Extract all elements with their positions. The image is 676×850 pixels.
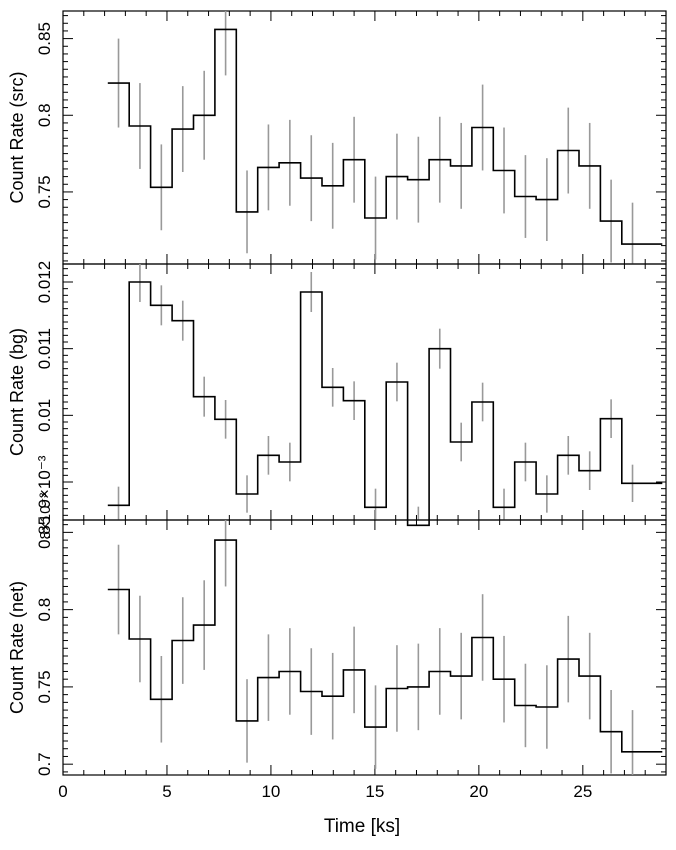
x-axis-label: Time [ks] (324, 816, 400, 837)
y-tick-label: 0.012 (35, 261, 54, 304)
y-tick-label: 0.85 (35, 516, 54, 549)
y-axis-label: Count Rate (net) (7, 581, 27, 714)
y-tick-label: 0.85 (35, 22, 54, 55)
y-tick-label: 0.7 (35, 752, 54, 776)
y-tick-label: 0.011 (35, 328, 54, 369)
x-tick-label: 15 (365, 782, 384, 801)
x-tick-label: 25 (573, 782, 592, 801)
y-minor-tick-label: 8×10⁻³ (37, 493, 54, 540)
y-axis-label: Count Rate (bg) (7, 328, 27, 456)
plot-frame (62, 519, 667, 776)
plot-frame (62, 10, 667, 265)
panel-net: 0.7 0.75 0.8 0.85 Count Rate (net) (7, 516, 667, 776)
y-axis-label: Count Rate (src) (7, 71, 27, 203)
y-tick-label: 0.01 (35, 399, 54, 432)
x-tick-label: 0 (58, 782, 67, 801)
panel-src: 0.75 0.8 0.85 Count Rate (src) (7, 10, 667, 265)
x-tick-label: 10 (261, 782, 280, 801)
x-tick-label: 20 (469, 782, 488, 801)
y-tick-label: 0.75 (35, 670, 54, 703)
y-tick-label: 0.8 (35, 103, 54, 127)
step-line (107, 281, 663, 527)
y-tick-label: 0.8 (35, 598, 54, 622)
x-axis: 0 5 10 15 20 25 (58, 782, 592, 801)
y-tick-label: 0.75 (35, 175, 54, 208)
panel-bg: 9×10⁻³ 0.01 0.011 0.012 8×10⁻³ Count Rate (bg… (7, 261, 667, 540)
step-line (107, 28, 663, 245)
step-line (107, 539, 663, 753)
x-tick-label: 5 (162, 782, 171, 801)
y-tick-label: 9×10⁻³ (35, 455, 54, 508)
